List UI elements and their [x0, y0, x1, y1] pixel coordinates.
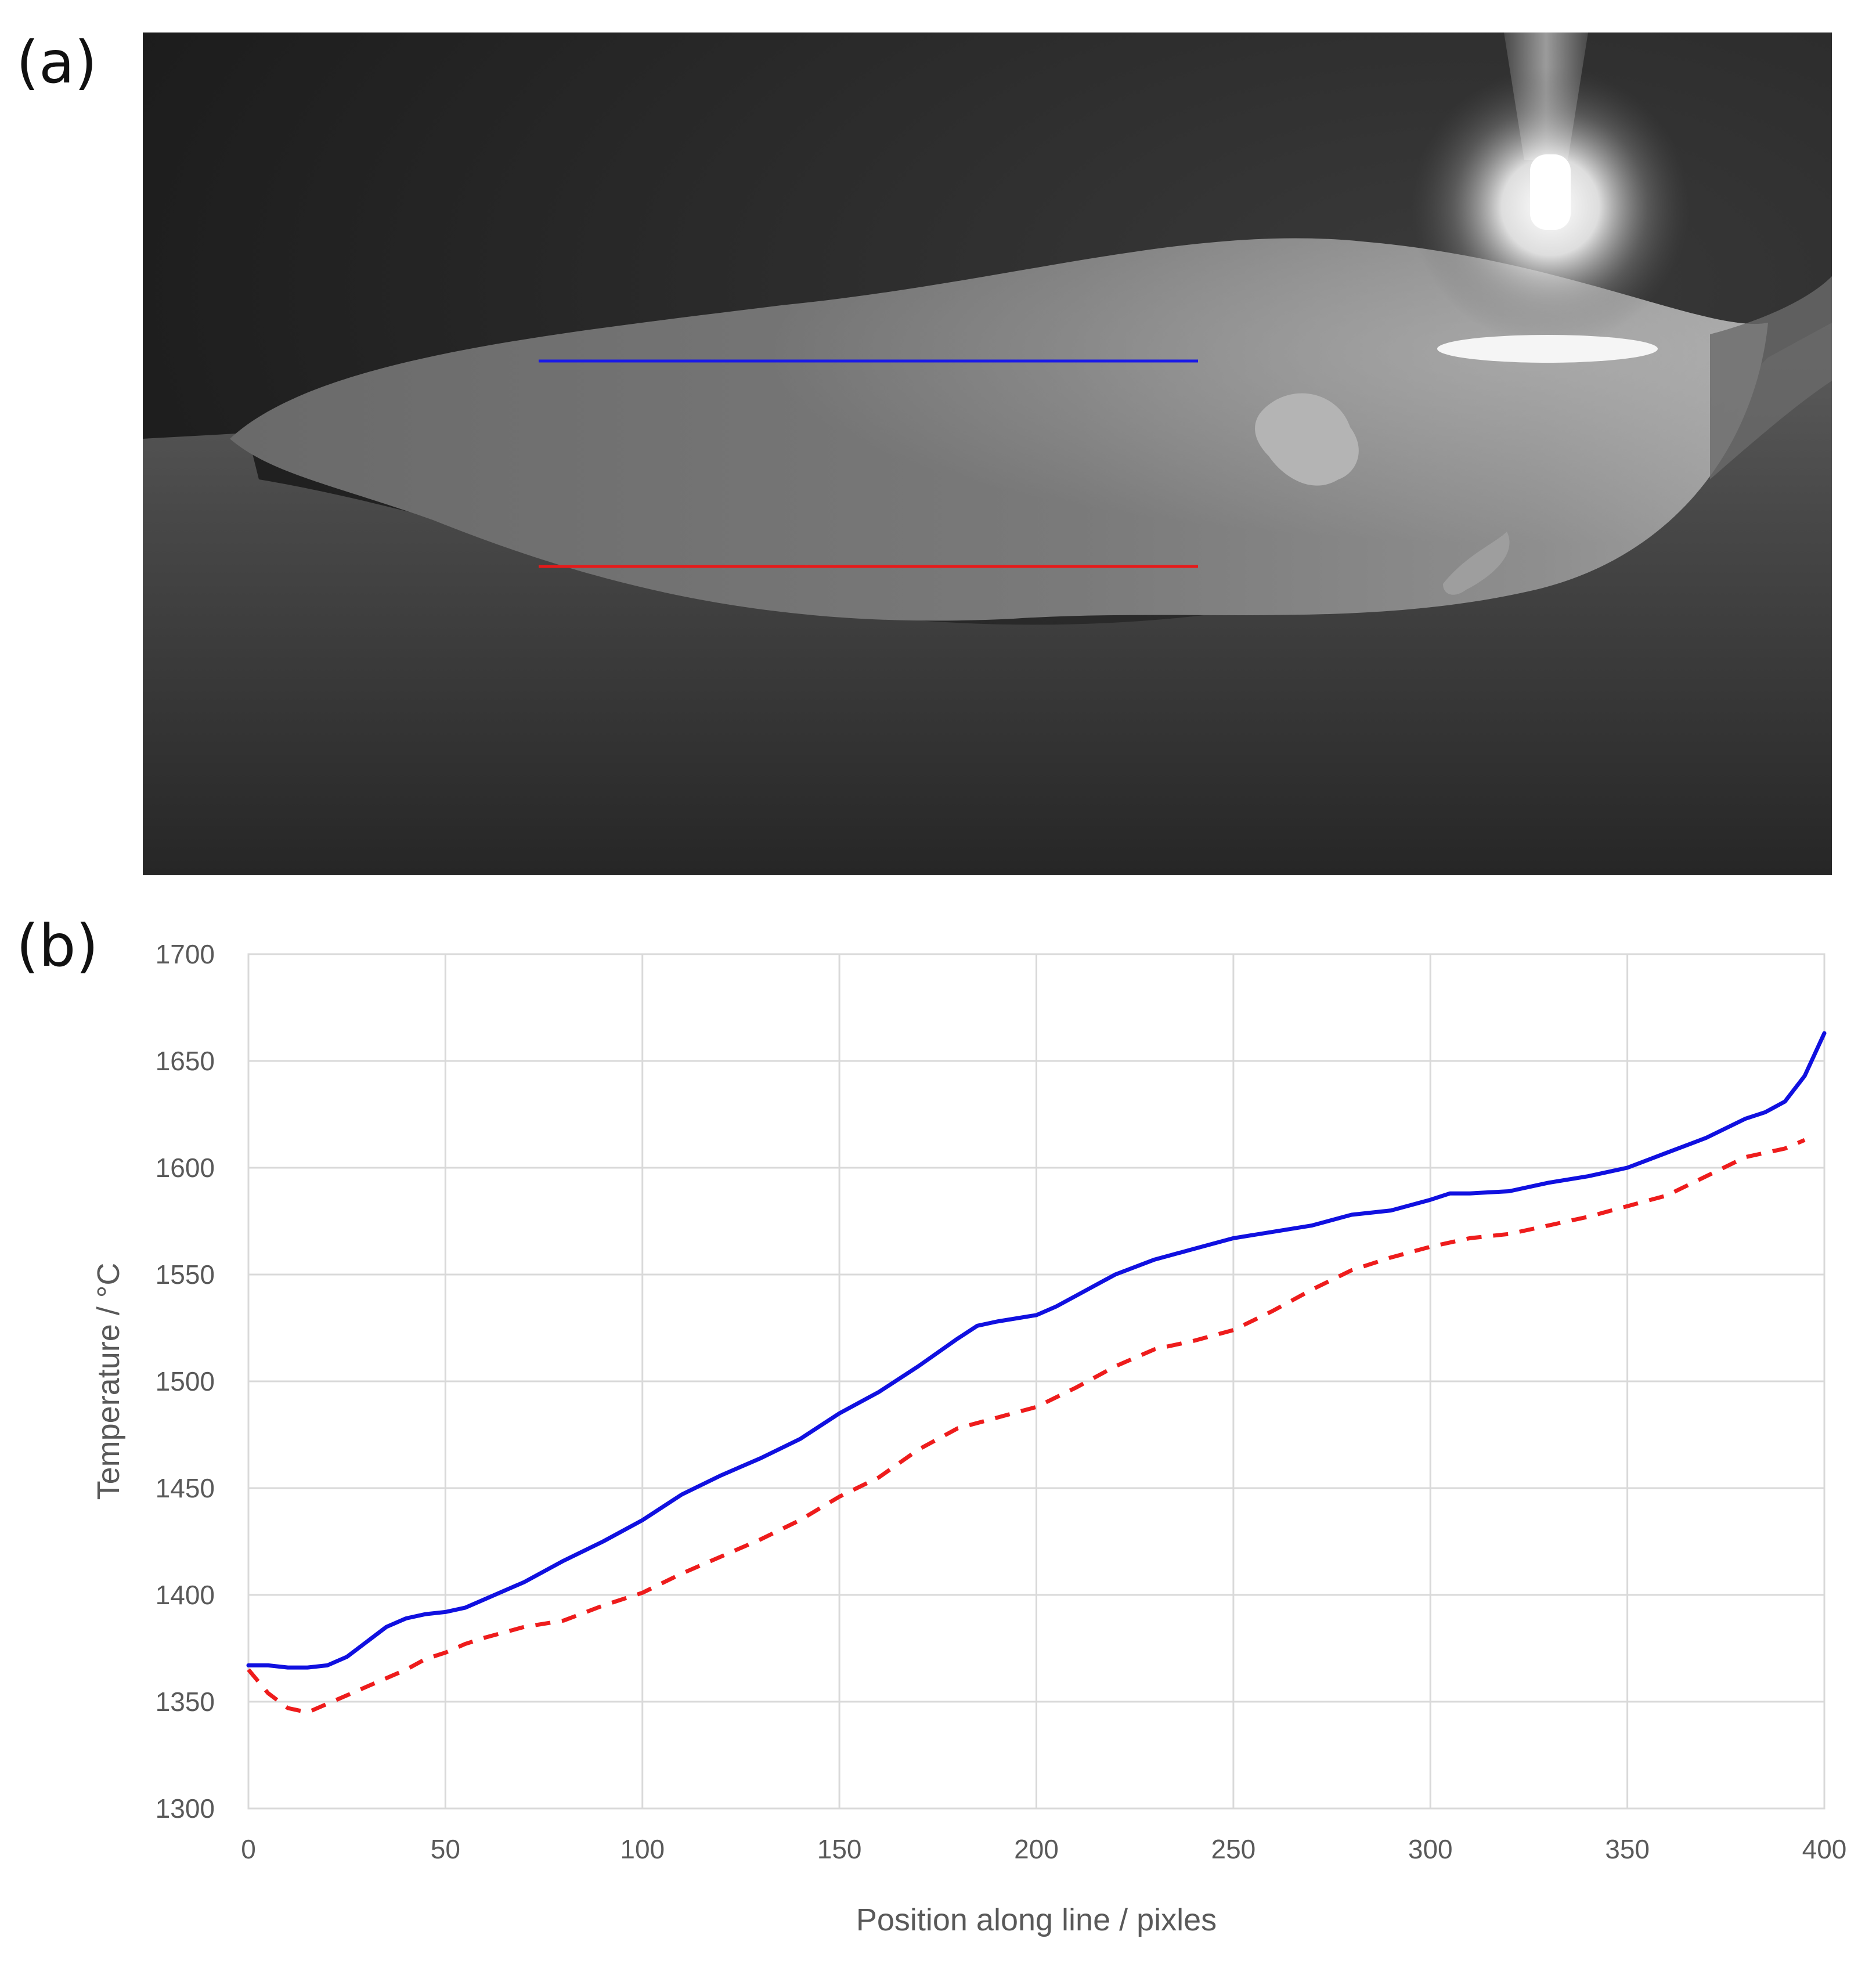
y-tick-label: 1300	[156, 1793, 215, 1824]
weld-pool-hotspot	[230, 238, 1768, 621]
arc-reflection	[1437, 335, 1658, 363]
x-tick-label: 150	[817, 1834, 862, 1864]
arc-core	[1530, 154, 1571, 230]
x-tick-label: 200	[1014, 1834, 1059, 1864]
x-tick-label: 250	[1211, 1834, 1256, 1864]
inclusion-small	[1443, 532, 1510, 595]
x-tick-label: 300	[1408, 1834, 1453, 1864]
x-tick-label: 0	[241, 1834, 256, 1864]
y-axis-title: Temperature / °C	[91, 1263, 126, 1500]
workpiece-edge-right	[1710, 276, 1832, 479]
series-line-bottom-profile	[247, 1138, 1806, 1714]
panel-a-label: (a)	[16, 28, 98, 96]
y-tick-label: 1600	[156, 1153, 215, 1183]
y-tick-label: 1700	[156, 939, 215, 969]
panel-b-label: (b)	[16, 912, 99, 980]
y-tick-label: 1550	[156, 1259, 215, 1290]
chart-ticks: 1300 1350 1400 1450 1500 1550 1600 1650 1700 0 50 1…	[156, 939, 1847, 1864]
x-tick-label: 350	[1605, 1834, 1650, 1864]
x-tick-label: 50	[431, 1834, 460, 1864]
workpiece-lower	[143, 323, 1832, 875]
inclusion-blob	[1255, 393, 1359, 486]
chart-grid	[247, 953, 1826, 1810]
y-tick-label: 1450	[156, 1473, 215, 1503]
y-tick-label: 1400	[156, 1580, 215, 1610]
y-tick-label: 1650	[156, 1046, 215, 1076]
thermal-image	[143, 33, 1832, 875]
plot-area-border	[247, 953, 1826, 1810]
y-tick-label: 1500	[156, 1366, 215, 1396]
temperature-chart: 1300 1350 1400 1450 1500 1550 1600 1650 1700 0 50 1…	[91, 939, 1847, 1937]
x-axis-title: Position along line / pixles	[856, 1903, 1217, 1937]
y-tick-label: 1350	[156, 1687, 215, 1717]
x-tick-label: 400	[1802, 1834, 1847, 1864]
series-line-top-profile	[246, 1031, 1827, 1670]
x-tick-label: 100	[620, 1834, 665, 1864]
chart-series	[246, 1031, 1827, 1714]
